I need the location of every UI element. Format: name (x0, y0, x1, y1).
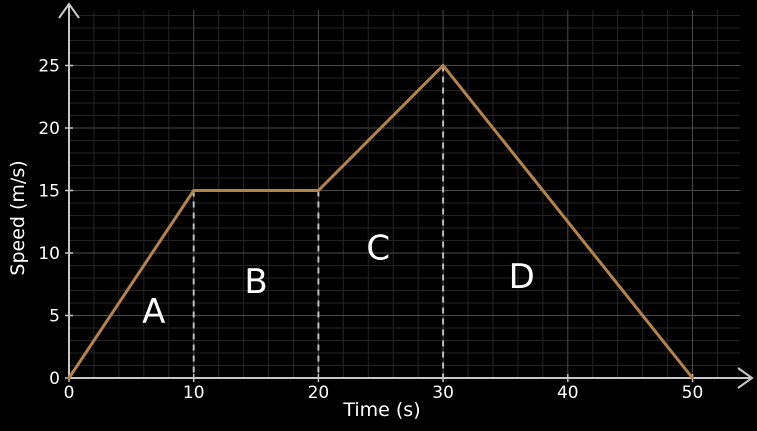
y-tick-label: 15 (38, 182, 60, 202)
y-tick-label: 5 (49, 307, 60, 327)
data-point (317, 189, 320, 192)
grid (69, 10, 740, 378)
y-axis-arrow (58, 2, 80, 19)
y-tick-label: 10 (38, 244, 60, 264)
data-point (691, 376, 694, 380)
region-label: C (366, 228, 390, 268)
drop-lines (192, 65, 445, 378)
data-point (441, 64, 445, 67)
x-tick-label: 30 (432, 383, 454, 403)
region-label: A (142, 292, 165, 332)
data-point (67, 376, 71, 380)
y-tick-label: 20 (38, 119, 60, 139)
x-tick-label: 20 (308, 383, 330, 403)
region-label: D (509, 257, 535, 297)
series (67, 63, 694, 380)
x-tick-label: 0 (64, 383, 75, 403)
x-axis-title: Time (s) (342, 399, 420, 421)
x-tick-label: 50 (682, 383, 704, 403)
region-label: B (244, 262, 267, 302)
labels: Time (s) Speed (m/s) 0 10 20 30 40 50 0 5 10 15 20… (7, 57, 703, 422)
x-tick-label: 40 (557, 383, 579, 403)
y-tick-label: 0 (49, 369, 60, 389)
x-tick-label: 10 (183, 383, 205, 403)
axes (58, 2, 754, 389)
y-tick-label: 25 (38, 57, 60, 77)
x-axis-arrow (737, 367, 754, 389)
y-axis-title: Speed (m/s) (7, 160, 29, 275)
data-point (192, 189, 196, 192)
